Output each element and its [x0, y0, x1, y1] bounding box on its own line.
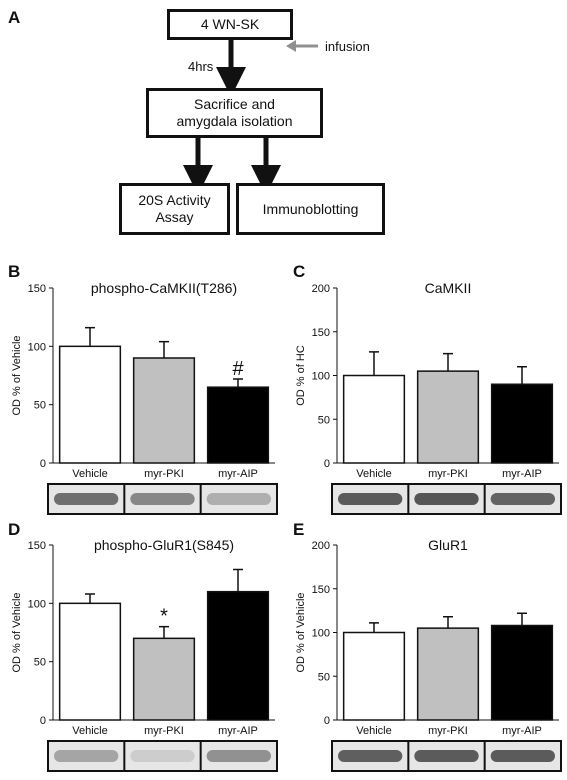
start-box: 4 WN-SK [167, 9, 293, 40]
bar-vehicle [342, 374, 406, 464]
chart-title: CaMKII [425, 280, 472, 296]
y-tick-label: 50 [318, 414, 330, 426]
significance-mark: * [160, 606, 168, 628]
y-tick-label: 0 [324, 458, 330, 470]
y-tick-label: 150 [28, 540, 46, 552]
assay-line2: Assay [155, 209, 194, 225]
time-label: 4hrs [188, 59, 214, 74]
y-axis-label: OD % of Vehicle [11, 335, 23, 415]
start-label: 4 WN-SK [200, 16, 260, 32]
y-tick-label: 200 [312, 540, 330, 552]
assay-box: 20S Activity Assay [119, 183, 230, 235]
category-label: Vehicle [72, 468, 107, 480]
chart-svg: GluR1 OD % of Vehicle 0 50 100 150 200 Vehicle m… [295, 537, 562, 772]
panel-label-b: B [8, 262, 21, 281]
bar-vehicle [58, 602, 122, 721]
immunoblot-box: Immunoblotting [236, 183, 385, 235]
category-label: Vehicle [72, 725, 107, 737]
chart-phospho-camkii: phospho-CaMKII(T286) OD % of Vehicle 0 50 10… [0, 258, 283, 523]
chart-glur1: GluR1 OD % of Vehicle 0 50 100 150 200 Vehicle m… [284, 515, 567, 780]
category-label: myr-PKI [144, 725, 184, 737]
chart-phospho-glur1: phospho-GluR1(S845) OD % of Vehicle 0 50 100… [0, 515, 283, 780]
bar-myr-aip [206, 590, 270, 721]
y-tick-label: 0 [40, 458, 46, 470]
significance-mark: # [232, 358, 244, 380]
category-label: myr-AIP [502, 725, 542, 737]
category-label: myr-AIP [502, 468, 542, 480]
chart-svg: phospho-GluR1(S845) OD % of Vehicle 0 50 100… [11, 537, 278, 772]
category-label: myr-PKI [428, 725, 468, 737]
y-axis-label: OD % of HC [295, 345, 307, 406]
sacrifice-line1: Sacrifice and [194, 96, 275, 112]
y-tick-label: 50 [34, 657, 46, 669]
panel-label-a: A [8, 8, 21, 27]
bar-myr-pki [132, 357, 196, 464]
bar-vehicle [58, 345, 122, 464]
panel-label-d: D [8, 520, 21, 539]
chart-title: GluR1 [428, 537, 468, 553]
blot-band-myr-pki [414, 750, 479, 762]
y-tick-label: 100 [312, 628, 330, 640]
blot-band-myr-pki [130, 750, 195, 762]
infusion-arrow [286, 40, 318, 52]
y-tick-label: 150 [312, 584, 330, 596]
blot-band-myr-aip [206, 750, 271, 762]
blot-band-myr-pki [414, 493, 479, 505]
immunoblot-label: Immunoblotting [262, 200, 359, 217]
y-tick-label: 150 [312, 327, 330, 339]
bar-myr-pki [132, 637, 196, 721]
y-axis-label: OD % of Vehicle [295, 592, 307, 672]
bar-vehicle [342, 631, 406, 721]
y-tick-label: 100 [28, 598, 46, 610]
blot-band-myr-pki [130, 493, 195, 505]
chart-title: phospho-GluR1(S845) [94, 537, 234, 553]
infusion-label: infusion [325, 39, 370, 54]
blot-band-vehicle [54, 750, 119, 762]
category-label: myr-AIP [218, 468, 258, 480]
blot-band-vehicle [54, 493, 119, 505]
category-label: Vehicle [356, 725, 391, 737]
bar-myr-pki [416, 370, 480, 464]
y-tick-label: 100 [312, 371, 330, 383]
y-tick-label: 50 [34, 400, 46, 412]
category-label: Vehicle [356, 468, 391, 480]
chart-svg: CaMKII OD % of HC 0 50 100 150 200 Vehicle myr-P… [295, 280, 562, 515]
bar-myr-aip [490, 383, 554, 464]
blot-band-myr-aip [206, 493, 271, 505]
flow-diagram: A 4 WN-SK infusion 4hrs Sacrifice and am… [0, 0, 567, 255]
chart-svg: phospho-CaMKII(T286) OD % of Vehicle 0 50 10… [11, 280, 278, 515]
blot-band-vehicle [338, 493, 403, 505]
panel-label-c: C [293, 262, 306, 281]
flow-arrows [183, 40, 318, 195]
y-tick-label: 200 [312, 283, 330, 295]
category-label: myr-PKI [144, 468, 184, 480]
bar-myr-pki [416, 627, 480, 721]
category-label: myr-PKI [428, 468, 468, 480]
blot-band-myr-aip [490, 750, 555, 762]
bar-myr-aip [206, 386, 270, 464]
panel-label-e: E [293, 520, 305, 539]
sacrifice-box: Sacrifice and amygdala isolation [146, 88, 323, 138]
blot-band-myr-aip [490, 493, 555, 505]
bar-myr-aip [490, 624, 554, 721]
y-tick-label: 0 [40, 715, 46, 727]
blot-band-vehicle [338, 750, 403, 762]
y-axis-label: OD % of Vehicle [11, 592, 23, 672]
y-tick-label: 50 [318, 671, 330, 683]
category-label: myr-AIP [218, 725, 258, 737]
chart-title: phospho-CaMKII(T286) [91, 280, 237, 296]
assay-line1: 20S Activity [138, 192, 211, 208]
y-tick-label: 0 [324, 715, 330, 727]
chart-camkii: CaMKII OD % of HC 0 50 100 150 200 Vehicle myr-P… [284, 258, 567, 523]
y-tick-label: 150 [28, 283, 46, 295]
y-tick-label: 100 [28, 341, 46, 353]
sacrifice-line2: amygdala isolation [176, 113, 293, 129]
